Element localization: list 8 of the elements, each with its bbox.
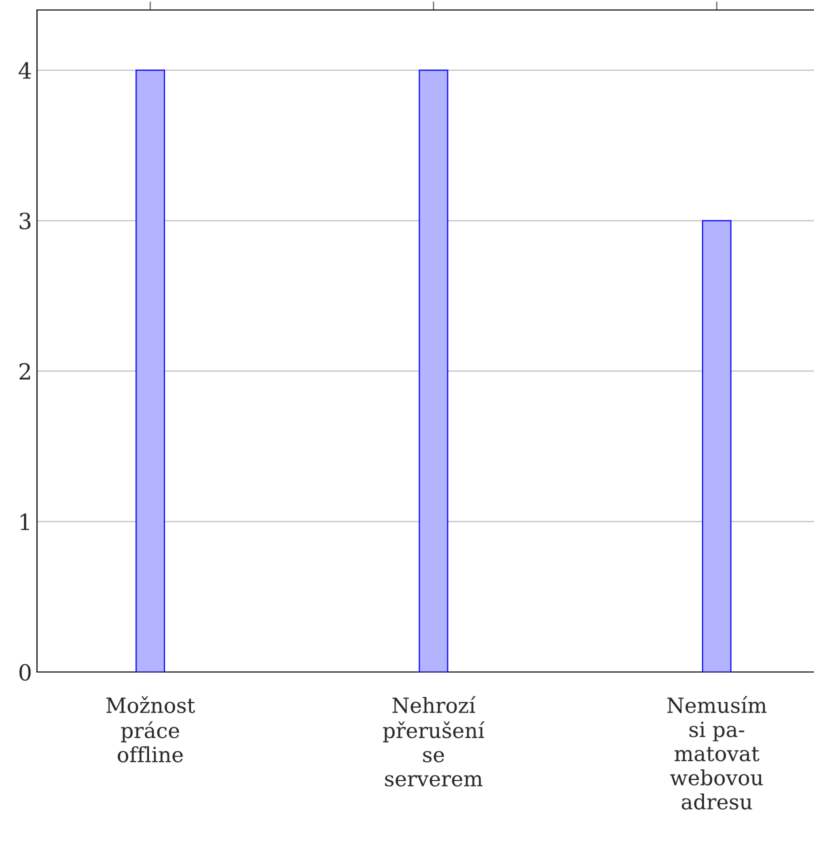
x-tick-label: Nemusím si pa- matovat webovou adresu [667,696,767,810]
x-tick-label: Nehrozí přerušení se serverem [383,696,485,787]
y-tick-label: 1 [20,513,29,530]
x-tick-label: Možnost práce offline [106,696,196,762]
y-tick-label: 3 [20,212,30,230]
y-tick-label: 2 [20,363,30,380]
y-tick-label: 4 [18,62,32,79]
y-tick-label: 0 [19,664,31,681]
